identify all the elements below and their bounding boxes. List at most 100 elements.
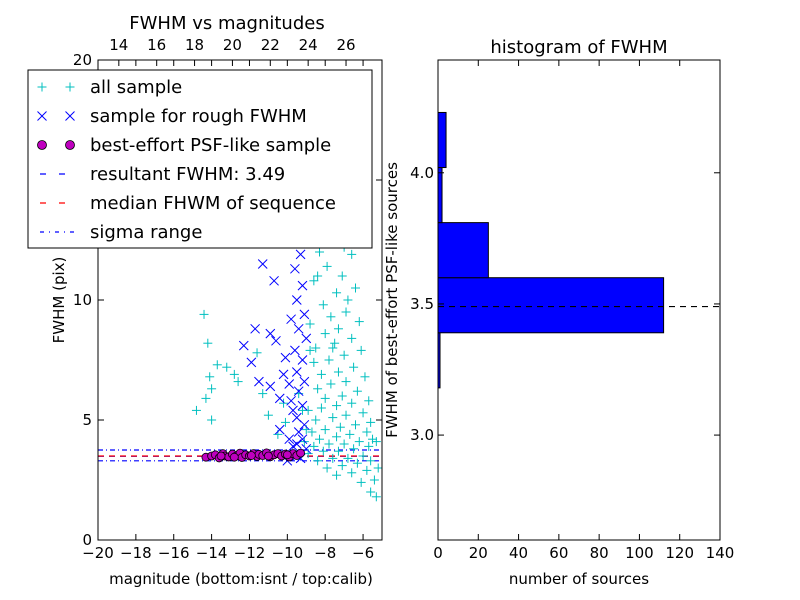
x-tick-label: −20 <box>82 544 114 562</box>
rough-fwhm-point <box>265 328 276 339</box>
all-sample-point <box>279 398 289 408</box>
legend-marker-swatch <box>65 140 75 150</box>
rough-fwhm-point <box>271 335 281 346</box>
all-sample-point <box>347 468 357 478</box>
all-sample-point <box>311 415 321 425</box>
all-sample-point <box>371 492 381 502</box>
rough-fwhm-point <box>284 434 295 445</box>
all-sample-point <box>203 338 213 348</box>
rough-fwhm-point <box>278 369 289 380</box>
all-sample-point <box>343 453 353 463</box>
all-sample-point <box>364 396 374 406</box>
all-sample-point <box>358 408 368 418</box>
all-sample-point <box>252 348 262 358</box>
all-sample-point <box>347 398 357 408</box>
x-tick-label: 20 <box>469 544 488 562</box>
legend-item: sample for rough FWHM <box>37 106 307 127</box>
all-sample-point <box>322 261 332 271</box>
x-tick-label: −16 <box>158 544 190 562</box>
all-sample-point <box>315 247 325 257</box>
rough-fwhm-point <box>280 352 291 363</box>
legend-marker-swatch <box>37 111 47 121</box>
histogram-panel: 0 20 40 60 80 100 120 140 3.0 3.5 4.0 histogram o… <box>383 37 734 588</box>
all-sample-point <box>332 401 342 411</box>
all-sample-point <box>352 458 362 468</box>
all-sample-point <box>320 329 330 339</box>
rough-fwhm-point <box>293 427 304 437</box>
psf-like-point <box>216 451 226 461</box>
psf-like-point <box>282 450 292 460</box>
all-sample-point <box>330 338 340 348</box>
all-sample-point <box>364 441 374 451</box>
all-sample-point <box>347 333 357 343</box>
legend-label: all sample <box>90 77 182 98</box>
all-sample-point <box>309 357 319 367</box>
all-sample-point <box>373 463 382 473</box>
all-sample-point <box>326 312 336 322</box>
rough-fwhm-point <box>295 249 306 260</box>
all-sample-point <box>339 350 349 360</box>
all-sample-point <box>207 415 217 425</box>
all-sample-point <box>349 444 359 454</box>
legend-label: sample for rough FWHM <box>90 106 307 127</box>
x-tick-label: −10 <box>272 544 304 562</box>
all-sample-point <box>368 434 378 444</box>
legend-label: best-effort PSF-like sample <box>90 135 331 156</box>
top-tick-label: 24 <box>299 36 318 54</box>
all-sample-point <box>333 446 343 456</box>
all-sample-point <box>341 377 351 387</box>
legend-label: sigma range <box>90 222 202 243</box>
histogram-bar <box>438 222 489 279</box>
histogram-bars <box>438 111 665 389</box>
rough-fwhm-point <box>265 381 276 392</box>
top-tick-label: 18 <box>185 36 204 54</box>
psf-like-point <box>296 448 305 458</box>
rough-fwhm-point <box>250 323 261 334</box>
all-sample-point <box>322 463 332 473</box>
all-sample-point <box>332 432 342 442</box>
x-tick-label: 40 <box>509 544 528 562</box>
top-tick-label: 26 <box>336 36 355 54</box>
all-sample-point <box>341 307 351 317</box>
all-sample-point <box>280 417 290 427</box>
histogram-bar <box>438 167 443 224</box>
x-tick-label: −8 <box>314 544 336 562</box>
all-sample-point <box>305 345 315 355</box>
all-sample-point <box>309 276 319 286</box>
histogram-x-ticks: 0 20 40 60 80 100 120 140 <box>433 60 734 562</box>
all-sample-point <box>212 360 222 370</box>
all-sample-point <box>333 367 343 377</box>
all-sample-point <box>354 317 364 327</box>
all-sample-point <box>333 324 343 334</box>
all-sample-point <box>349 362 359 372</box>
all-sample-point <box>205 372 215 382</box>
rough-fwhm-point <box>274 424 285 435</box>
all-sample-point <box>337 391 347 401</box>
all-sample-point <box>326 379 336 389</box>
top-tick-label: 14 <box>109 36 128 54</box>
rough-fwhm-point <box>293 386 304 397</box>
all-sample-point <box>313 456 323 466</box>
y-tick-label: 5 <box>82 411 92 429</box>
rough-fwhm-point <box>299 309 310 320</box>
rough-fwhm-point <box>290 263 300 274</box>
y-tick-label: 3.5 <box>410 295 434 313</box>
scatter-points <box>191 91 382 502</box>
all-sample-point <box>335 422 345 432</box>
all-sample-point <box>199 309 209 319</box>
psf-like-point <box>263 451 273 461</box>
all-sample-point <box>332 470 342 480</box>
legend-label: resultant FWHM: 3.49 <box>90 164 285 185</box>
x-tick-label: −18 <box>120 544 152 562</box>
rough-fwhm-point <box>254 376 264 387</box>
all-sample-point <box>263 410 273 420</box>
scatter-legend: all sample sample for rough FWHM best-effo… <box>27 69 373 249</box>
all-sample-point <box>345 429 355 439</box>
all-sample-point <box>222 362 232 372</box>
y-tick-label: 10 <box>73 291 92 309</box>
rough-fwhm-point <box>246 357 257 368</box>
scatter-panel: −20 −18 −16 −14 −12 −10 −8 −6 0 5 10 20 14 16 18 20 22… <box>27 13 383 588</box>
legend-marker-swatch <box>37 82 47 92</box>
legend-item: sigma range <box>40 222 202 243</box>
